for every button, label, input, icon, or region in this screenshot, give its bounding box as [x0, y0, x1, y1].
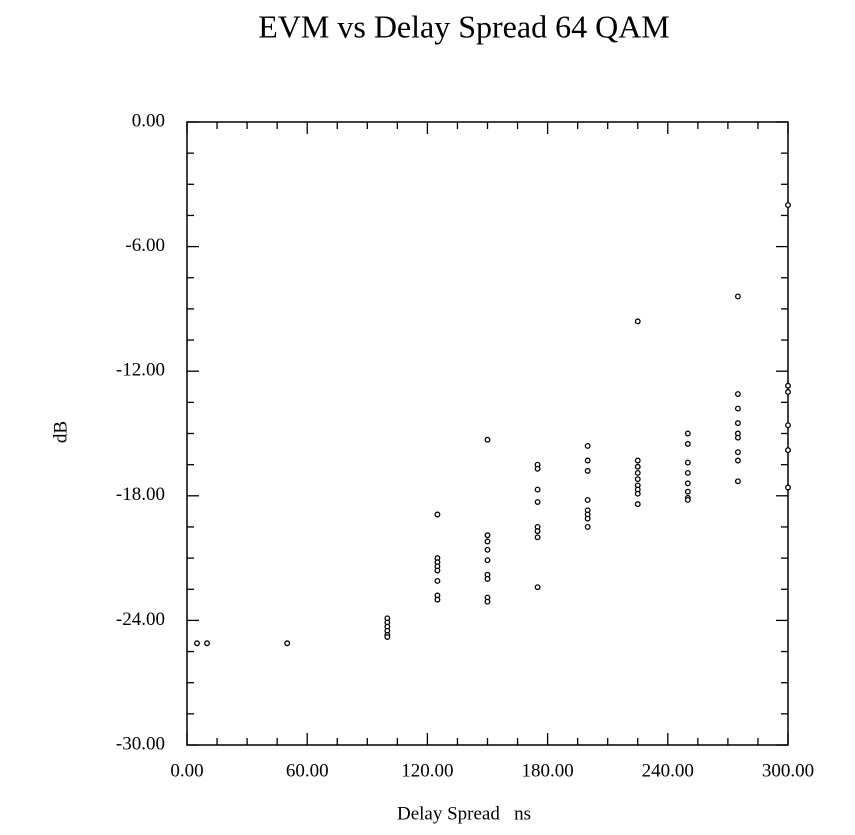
point	[684, 459, 691, 466]
x-axis-label: Delay Spread ns	[397, 803, 531, 824]
point	[785, 422, 791, 429]
y-tick-label: -30.00	[116, 733, 165, 754]
y-tick-label: 0.00	[132, 110, 165, 131]
point	[684, 480, 691, 487]
point	[734, 434, 741, 441]
point	[734, 420, 741, 427]
point	[684, 488, 691, 495]
x-tick-label: 180.00	[521, 760, 573, 781]
x-tick-label: 120.00	[401, 760, 453, 781]
x-tick-label: 0.00	[170, 760, 203, 781]
point	[684, 440, 691, 447]
point	[384, 634, 391, 640]
point	[634, 476, 641, 483]
chart-title: EVM vs Delay Spread 64 QAM	[258, 8, 670, 44]
point	[484, 436, 491, 443]
point	[534, 486, 541, 493]
point	[484, 532, 491, 539]
y-tick-label: -6.00	[125, 235, 165, 256]
point	[684, 470, 691, 476]
point	[194, 640, 200, 647]
point	[584, 467, 591, 474]
point	[484, 538, 491, 545]
point	[785, 389, 791, 395]
point	[284, 640, 291, 647]
point	[484, 598, 491, 605]
point	[684, 430, 691, 437]
y-tick-label: -12.00	[116, 360, 165, 381]
point	[584, 497, 591, 503]
point	[734, 405, 741, 412]
plot-frame	[186, 121, 789, 746]
point	[734, 449, 741, 456]
point	[434, 567, 441, 574]
point	[484, 546, 491, 553]
point	[734, 478, 741, 485]
point	[634, 490, 641, 497]
point	[434, 577, 441, 584]
point	[684, 497, 691, 503]
point	[584, 457, 591, 464]
point	[734, 457, 741, 464]
point	[634, 463, 641, 470]
y-axis-label: dB	[50, 421, 71, 443]
point	[204, 640, 210, 647]
y-tick-label: -24.00	[116, 609, 165, 630]
x-tick-label: 240.00	[642, 760, 694, 781]
point	[534, 528, 541, 535]
y-tick-label: -18.00	[116, 484, 165, 505]
point	[534, 465, 541, 472]
point	[785, 447, 791, 454]
point	[584, 443, 591, 449]
point	[484, 575, 491, 582]
point	[634, 470, 641, 476]
point	[584, 524, 591, 530]
point	[534, 534, 541, 541]
point	[785, 202, 791, 209]
point	[484, 557, 491, 564]
point	[734, 391, 741, 397]
point	[534, 584, 541, 591]
point	[785, 382, 791, 389]
point	[634, 318, 641, 325]
point	[534, 499, 541, 505]
point	[634, 501, 641, 508]
point	[785, 484, 791, 491]
point	[434, 511, 441, 518]
point	[434, 596, 441, 603]
point	[634, 457, 641, 464]
x-tick-label: 60.00	[286, 760, 329, 781]
point	[734, 293, 741, 300]
point	[584, 515, 591, 522]
x-tick-label: 300.00	[762, 760, 814, 781]
